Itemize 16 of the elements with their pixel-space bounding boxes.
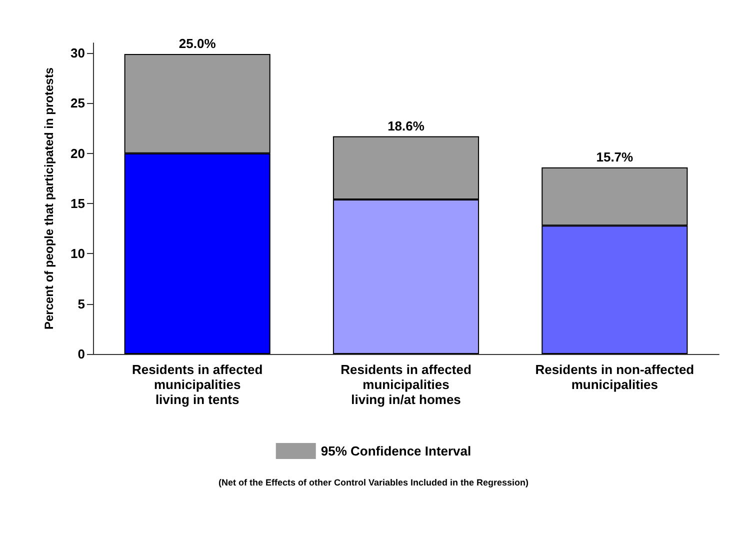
y-tick-label: 10 bbox=[70, 246, 85, 262]
y-tick-label: 0 bbox=[78, 346, 85, 362]
y-tick-label: 15 bbox=[70, 196, 85, 212]
annotation: 15.7% bbox=[596, 149, 634, 164]
y-tick-label: 30 bbox=[70, 46, 85, 61]
x-tick-label: Residents in affected municipalities living in/at homes bbox=[340, 362, 472, 407]
text: (Net of the Effects of other Control Variables Included in the Regression) bbox=[218, 478, 529, 488]
x-tick-label: Residents in affected municipalities living in tents bbox=[132, 362, 263, 407]
y-tick-label: 20 bbox=[70, 146, 85, 161]
annotation: 18.6% bbox=[388, 118, 425, 134]
y-tick-label: 25 bbox=[70, 96, 85, 111]
y-tick-label: 5 bbox=[78, 296, 85, 312]
y-axis-title: Percent of people that participated in protests bbox=[42, 67, 56, 330]
legend-label: 95% Confidence Interval bbox=[320, 444, 472, 458]
x-tick-label: Residents in non-affected municipalities bbox=[535, 362, 694, 392]
annotation: 25.0% bbox=[178, 36, 216, 52]
